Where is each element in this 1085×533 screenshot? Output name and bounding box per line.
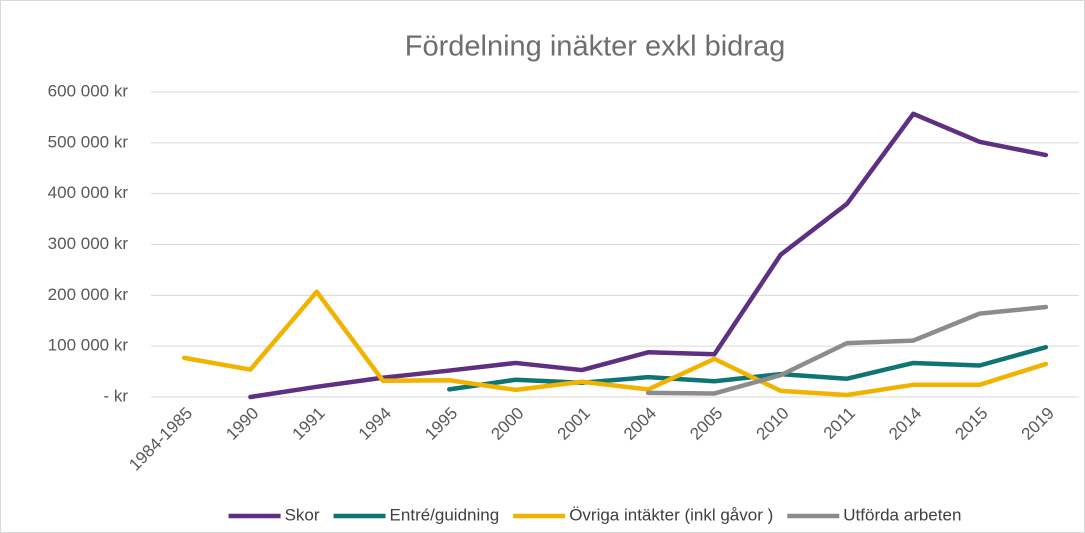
legend-label: Entré/guidning <box>390 505 500 524</box>
series-line <box>645 304 1049 396</box>
legend-label: Utförda arbeten <box>843 505 961 524</box>
y-tick-label: 400 000 kr <box>48 183 129 202</box>
legend-label: Skor <box>285 505 320 524</box>
series-line <box>447 344 1049 392</box>
y-tick-label: 200 000 kr <box>48 285 129 304</box>
y-tick-label: 300 000 kr <box>48 234 129 253</box>
y-tick-label: 500 000 kr <box>48 132 129 151</box>
legend: Skor Entré/guidning Övriga intäkter (inkl … <box>228 505 961 524</box>
legend-label: Övriga intäkter (inkl gåvor ) <box>569 505 773 524</box>
series-line <box>181 289 1049 398</box>
y-tick-label: 600 000 kr <box>48 81 129 100</box>
y-tick-label: 100 000 kr <box>48 336 129 355</box>
chart-title: Fördelning inäkter exkl bidrag <box>405 31 785 63</box>
y-tick-label: - kr <box>103 386 128 405</box>
